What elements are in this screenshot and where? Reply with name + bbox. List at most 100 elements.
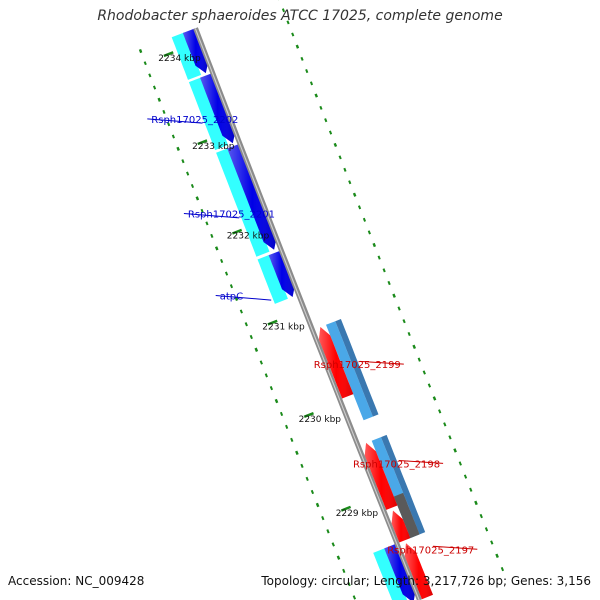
ring-dash bbox=[234, 296, 239, 302]
ring-dash bbox=[181, 159, 185, 164]
ring-dash bbox=[295, 44, 300, 49]
ring-dash bbox=[167, 122, 171, 127]
ring-dash bbox=[324, 118, 328, 123]
gene-label: Rsph17025_2202 bbox=[151, 115, 238, 126]
ring-dash bbox=[377, 255, 381, 260]
ring-dash bbox=[479, 513, 483, 519]
ring-dash bbox=[357, 205, 362, 210]
ring-dash bbox=[274, 398, 279, 404]
tick-ring-group bbox=[138, 0, 505, 600]
tick-group: 2234 kbp 2233 kbp 2232 kbp 2231 kbp 2230 kbp… bbox=[158, 51, 379, 519]
tick-mark bbox=[163, 51, 174, 58]
forward-gene-bar bbox=[171, 32, 202, 80]
gene-label: Rsph17025_2198 bbox=[353, 459, 440, 470]
ring-dash bbox=[333, 142, 338, 148]
ring-dash bbox=[205, 221, 209, 226]
genome-summary: Topology: circular; Length: 3,217,726 bp… bbox=[261, 574, 591, 588]
label-group: Rsph17025_2202 Rsph17025_2201 atpC Rsph1702… bbox=[147, 115, 478, 556]
forward-cds-arrow-shade bbox=[227, 143, 277, 250]
ring-dash bbox=[310, 489, 315, 495]
gene-leader-line bbox=[215, 295, 272, 301]
forward-cds-arrow-shade bbox=[268, 250, 296, 297]
ring-dash bbox=[143, 61, 147, 66]
ring-dash bbox=[336, 555, 341, 560]
reverse-cds-arrow-shade bbox=[404, 543, 433, 600]
backbone-group bbox=[193, 27, 422, 600]
backbone-highlight bbox=[194, 28, 420, 600]
ring-dash bbox=[319, 105, 323, 110]
ring-dash bbox=[458, 461, 462, 466]
tick-label: 2234 kbp bbox=[158, 54, 201, 64]
ring-dash bbox=[279, 411, 284, 417]
tick-mark bbox=[197, 139, 208, 146]
ring-dash bbox=[249, 334, 253, 340]
ring-dash bbox=[417, 357, 421, 362]
ring-dash bbox=[285, 424, 289, 429]
ring-dash bbox=[269, 386, 274, 391]
ring-dash bbox=[412, 344, 417, 350]
ring-dash bbox=[186, 171, 190, 176]
ring-dash bbox=[162, 109, 166, 114]
ring-dash bbox=[138, 48, 143, 54]
ring-dash bbox=[427, 383, 432, 388]
forward-gene-bar bbox=[216, 147, 270, 257]
ring-dash bbox=[432, 396, 437, 401]
ring-dash bbox=[352, 595, 357, 600]
ring-dash bbox=[200, 208, 204, 213]
reverse-cds-arrow-shade bbox=[364, 442, 398, 510]
ring-dash bbox=[244, 322, 248, 327]
gene-leader-line bbox=[183, 213, 240, 219]
tick-mark bbox=[231, 228, 243, 235]
ring-dash bbox=[352, 192, 357, 197]
ring-dash bbox=[195, 196, 200, 201]
ring-dash bbox=[259, 360, 263, 365]
ring-dash bbox=[500, 566, 505, 572]
gene-leader-line bbox=[147, 118, 203, 124]
ring-dash bbox=[474, 500, 478, 506]
reverse-gene-bar bbox=[326, 321, 373, 421]
gene-label: atpC bbox=[220, 292, 243, 303]
gene-leader-line bbox=[432, 545, 478, 550]
pseudo-gene-bar bbox=[393, 492, 420, 539]
ring-dash bbox=[290, 437, 294, 442]
ring-dash bbox=[286, 20, 290, 25]
gene-label: Rsph17025_2199 bbox=[314, 360, 401, 371]
tick-label: 2232 kbp bbox=[227, 232, 270, 242]
ring-dash bbox=[342, 568, 346, 574]
reverse-cds-arrow-shade bbox=[391, 510, 411, 543]
forward-gene-bar bbox=[188, 77, 229, 151]
ring-dash bbox=[422, 370, 426, 375]
ring-dash bbox=[291, 32, 295, 37]
ring-dash bbox=[229, 284, 234, 289]
ring-dash bbox=[382, 268, 386, 273]
tick-label: 2229 kbp bbox=[336, 509, 379, 519]
ring-dash bbox=[484, 527, 489, 532]
gene-label: Rsph17025_2201 bbox=[188, 210, 275, 221]
ring-dash bbox=[295, 450, 299, 456]
reverse-gene-edge bbox=[381, 434, 426, 535]
ring-dash bbox=[490, 540, 494, 545]
ring-dash bbox=[343, 167, 347, 172]
ring-dash bbox=[281, 8, 286, 13]
ring-dash bbox=[314, 93, 319, 98]
ring-dash bbox=[309, 81, 314, 86]
ring-dash bbox=[438, 409, 442, 414]
ring-dash bbox=[176, 146, 180, 151]
forward-gene-bar bbox=[257, 254, 288, 304]
gene-leader-line bbox=[359, 360, 404, 365]
ring-dash bbox=[463, 474, 468, 479]
ring-dash bbox=[220, 258, 224, 264]
reverse-cds-arrow-shade bbox=[318, 327, 354, 399]
ring-dash bbox=[392, 293, 396, 298]
ring-dash bbox=[448, 435, 452, 440]
ring-dash bbox=[148, 73, 152, 78]
ring-dash bbox=[157, 97, 162, 102]
forward-gene-bar bbox=[373, 547, 408, 600]
ring-dash bbox=[347, 582, 351, 587]
ring-dash bbox=[495, 553, 499, 559]
ring-dash bbox=[321, 516, 325, 521]
tick-mark bbox=[303, 412, 314, 418]
ring-dash bbox=[387, 280, 391, 286]
ring-dash bbox=[300, 56, 304, 61]
